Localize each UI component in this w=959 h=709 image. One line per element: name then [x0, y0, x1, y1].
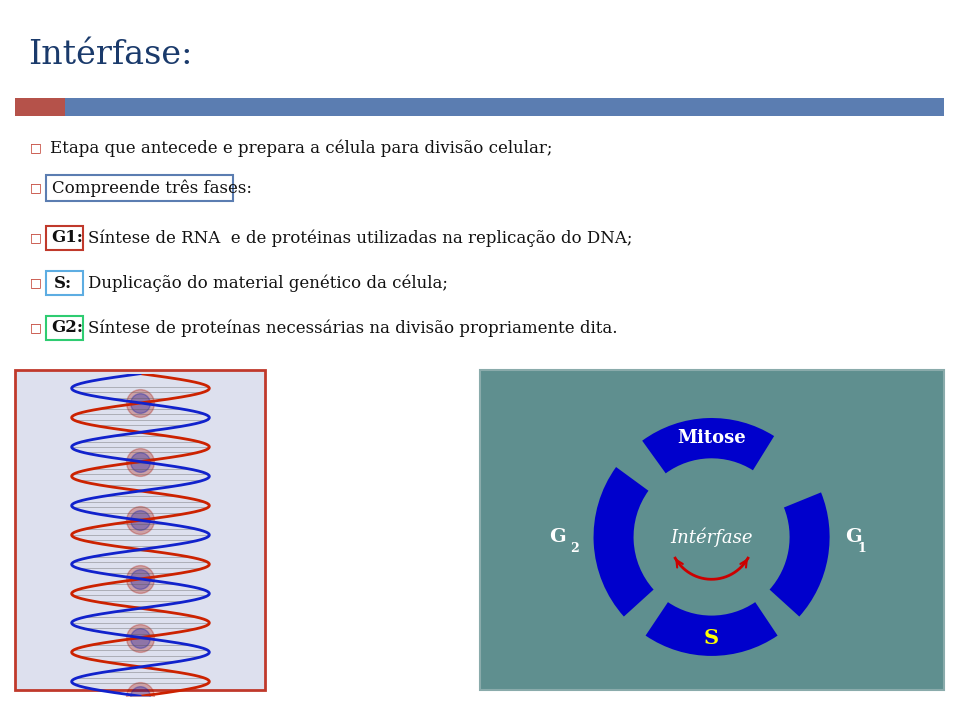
FancyBboxPatch shape: [46, 316, 83, 340]
Text: Mitose: Mitose: [677, 429, 746, 447]
Text: □: □: [30, 142, 42, 155]
Point: [132, 632, 149, 643]
Point: [132, 691, 149, 702]
FancyBboxPatch shape: [46, 226, 83, 250]
Text: S:: S:: [54, 274, 72, 291]
Text: □: □: [30, 321, 42, 335]
Point: [132, 691, 149, 702]
FancyBboxPatch shape: [46, 175, 233, 201]
Point: [132, 397, 149, 408]
Point: [132, 632, 149, 643]
Point: [132, 515, 149, 526]
Text: Intérfase:: Intérfase:: [28, 39, 193, 71]
Text: G2:: G2:: [51, 320, 83, 337]
Wedge shape: [643, 418, 774, 474]
Wedge shape: [769, 492, 830, 617]
Point: [132, 574, 149, 585]
Bar: [65, 98, 944, 116]
Text: Síntese de proteínas necessárias na divisão propriamente dita.: Síntese de proteínas necessárias na divi…: [88, 319, 618, 337]
Bar: [15, 370, 265, 690]
Text: S: S: [704, 627, 719, 648]
Text: G: G: [549, 528, 566, 546]
Point: [132, 574, 149, 585]
Text: Etapa que antecede e prepara a célula para divisão celular;: Etapa que antecede e prepara a célula pa…: [50, 139, 552, 157]
Point: [132, 456, 149, 467]
Text: □: □: [30, 232, 42, 245]
Text: Intérfase: Intérfase: [670, 527, 753, 547]
Text: 1: 1: [857, 542, 866, 555]
Text: Síntese de RNA  e de protéinas utilizadas na replicação do DNA;: Síntese de RNA e de protéinas utilizadas…: [88, 229, 632, 247]
Text: G: G: [846, 528, 862, 546]
Text: Compreende três fases:: Compreende três fases:: [52, 179, 252, 197]
Text: G1:: G1:: [51, 230, 82, 247]
Wedge shape: [645, 602, 778, 656]
Bar: [480, 370, 944, 690]
Bar: [15, 98, 65, 116]
Text: □: □: [30, 277, 42, 289]
Text: □: □: [30, 182, 42, 194]
Point: [132, 456, 149, 467]
Text: Duplicação do material genético da célula;: Duplicação do material genético da célul…: [88, 274, 448, 291]
Point: [132, 515, 149, 526]
FancyBboxPatch shape: [46, 271, 83, 295]
Wedge shape: [594, 467, 654, 617]
Point: [132, 397, 149, 408]
Text: 2: 2: [570, 542, 578, 555]
